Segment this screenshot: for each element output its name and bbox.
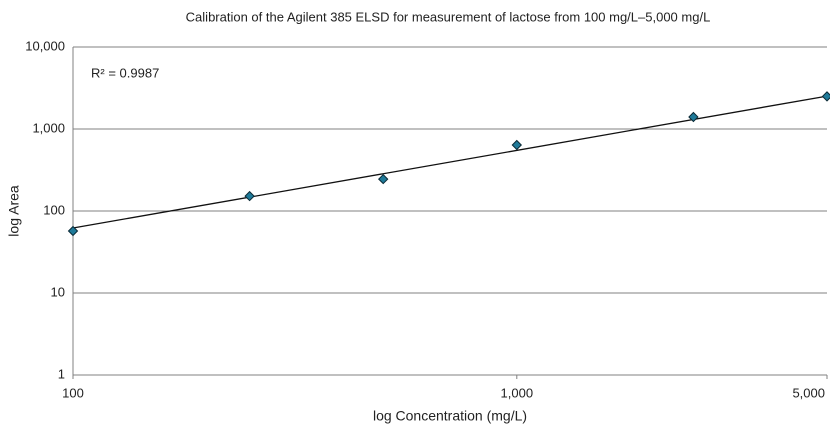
chart-title: Calibration of the Agilent 385 ELSD for … xyxy=(186,9,711,24)
y-tick-label: 10,000 xyxy=(25,38,65,53)
y-tick-label: 100 xyxy=(43,202,65,217)
trendline xyxy=(72,95,828,229)
x-axis-label: log Concentration (mg/L) xyxy=(373,408,527,424)
x-tick-label: 1,000 xyxy=(501,385,534,400)
x-tick-label: 100 xyxy=(62,385,84,400)
data-point xyxy=(67,225,79,237)
y-tick-label: 1,000 xyxy=(32,120,65,135)
y-axis-label: log Area xyxy=(6,185,22,237)
data-point xyxy=(511,139,523,151)
data-point xyxy=(821,91,830,102)
data-point xyxy=(377,173,389,185)
y-tick-label: 10 xyxy=(51,284,65,299)
data-point xyxy=(244,190,255,202)
data-point xyxy=(688,111,699,123)
annotation: R² = 0.9987 xyxy=(91,65,159,80)
y-tick-label: 1 xyxy=(58,366,65,381)
x-tick-label: 5,000 xyxy=(792,385,825,400)
